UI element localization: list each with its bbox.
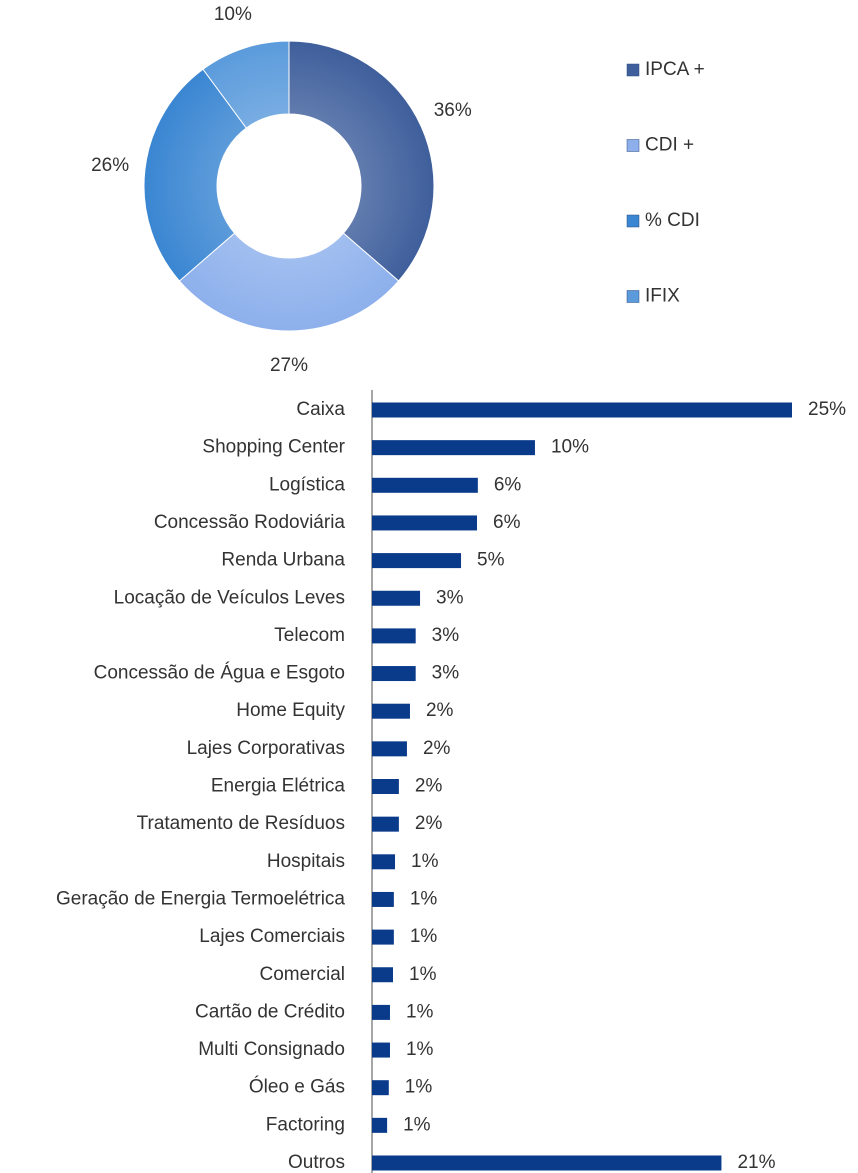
data-label: 6%	[493, 512, 521, 533]
bar	[372, 929, 394, 945]
category-label: Óleo e Gás	[249, 1076, 345, 1098]
bar	[372, 779, 399, 794]
legend-label: CDI +	[645, 135, 694, 156]
legend-swatch	[626, 139, 640, 152]
bar	[372, 666, 416, 682]
category-label: Locação de Veículos Leves	[114, 587, 345, 608]
category-label: Cartão de Crédito	[195, 1001, 345, 1022]
category-label: Telecom	[274, 625, 345, 646]
data-label: 2%	[423, 738, 451, 759]
bar	[372, 741, 407, 757]
legend-swatch	[626, 290, 640, 303]
legend-label: IFIX	[645, 286, 680, 307]
bar	[372, 553, 462, 569]
bar	[372, 891, 394, 907]
data-label: 1%	[403, 1114, 431, 1135]
donut-hole	[217, 114, 361, 258]
data-label: 21%	[737, 1152, 775, 1173]
data-label: 1%	[411, 851, 439, 872]
legend-swatch	[626, 214, 640, 228]
data-label: 6%	[494, 474, 522, 495]
category-label: Concessão Rodoviária	[154, 512, 346, 533]
bar	[372, 703, 410, 719]
category-label: Multi Consignado	[198, 1039, 345, 1060]
category-label: Caixa	[296, 399, 345, 420]
data-label: 2%	[415, 813, 443, 834]
legend-label: IPCA +	[645, 59, 705, 80]
category-label: Comercial	[259, 964, 345, 985]
category-label: Factoring	[266, 1114, 345, 1135]
data-label: 1%	[409, 964, 437, 985]
data-label: 2%	[426, 700, 454, 721]
data-label: 27%	[270, 355, 308, 376]
data-label: 1%	[406, 1001, 434, 1022]
bar	[372, 402, 792, 418]
category-label: Hospitais	[267, 851, 345, 872]
bar	[372, 1117, 388, 1133]
data-label: 10%	[551, 437, 589, 458]
data-label: 26%	[91, 155, 129, 176]
category-label: Shopping Center	[202, 437, 345, 458]
bar	[372, 1042, 390, 1058]
bar	[372, 854, 396, 870]
data-label: 1%	[406, 1039, 434, 1060]
data-label: 3%	[432, 625, 460, 646]
data-label: 1%	[410, 926, 438, 947]
data-label: 2%	[415, 776, 443, 797]
category-label: Lajes Comerciais	[199, 926, 345, 947]
data-label: 5%	[477, 550, 505, 571]
bar	[372, 440, 535, 456]
data-label: 10%	[214, 4, 252, 25]
bar	[372, 477, 478, 493]
category-label: Energia Elétrica	[211, 776, 346, 797]
bar	[372, 1080, 389, 1096]
bar	[372, 967, 393, 983]
bar	[372, 590, 421, 606]
data-label: 1%	[405, 1077, 433, 1098]
bar	[372, 1004, 390, 1020]
data-label: 36%	[434, 100, 472, 121]
category-label: Tratamento de Resíduos	[137, 813, 345, 834]
category-label: Renda Urbana	[221, 550, 345, 571]
data-label: 25%	[808, 399, 846, 420]
data-label: 3%	[436, 587, 464, 608]
legend-swatch	[626, 63, 640, 77]
bar	[372, 628, 416, 644]
category-label: Home Equity	[236, 700, 345, 721]
bar	[372, 515, 477, 531]
category-label: Lajes Corporativas	[187, 738, 345, 759]
category-label: Concessão de Água e Esgoto	[94, 663, 345, 684]
category-label: Geração de Energia Termoelétrica	[56, 888, 345, 909]
legend-label: % CDI	[645, 210, 700, 231]
data-label: 1%	[410, 888, 438, 909]
bar	[372, 816, 399, 832]
category-label: Logística	[269, 474, 345, 495]
data-label: 3%	[432, 663, 460, 684]
category-label: Outros	[288, 1152, 345, 1173]
bar	[372, 1155, 722, 1171]
